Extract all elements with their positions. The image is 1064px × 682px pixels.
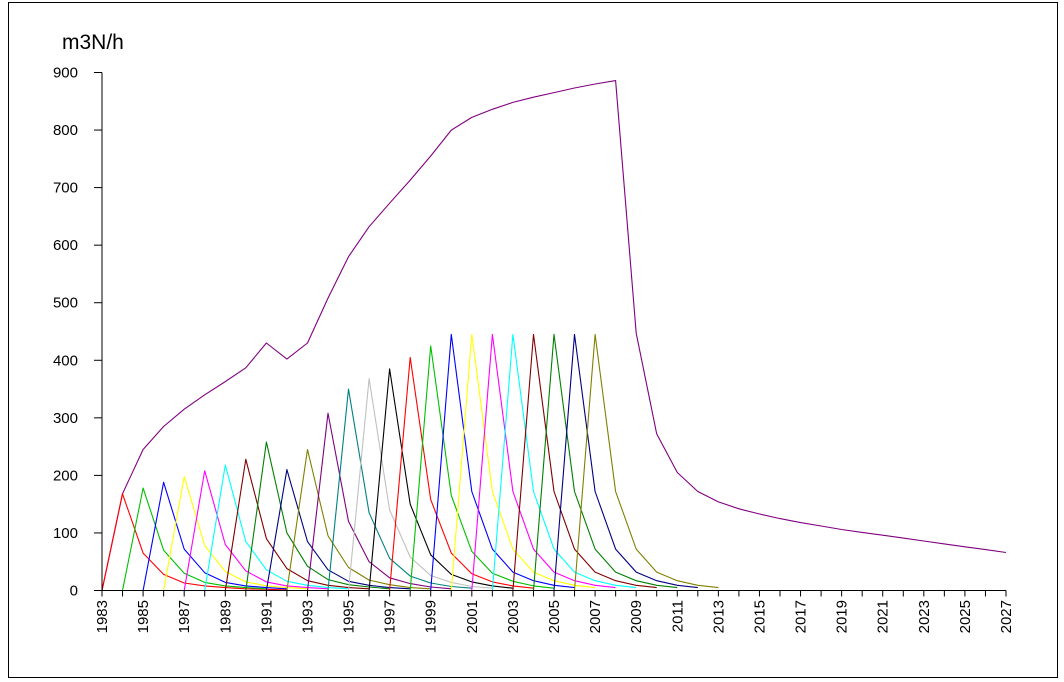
axes-layer: 0 100 200 300 400 500 600 700 800 900 1983 1985 1987… (53, 65, 1015, 634)
series-line-19 (471, 333, 616, 591)
x-tick-label: 2023 (916, 600, 933, 633)
y-tick-label: 600 (53, 237, 78, 254)
series-line-8 (245, 441, 390, 591)
series-line-14 (368, 368, 513, 591)
series-line-22 (532, 333, 678, 591)
x-tick-label: 2013 (710, 600, 727, 633)
x-tick-label: 1987 (176, 600, 193, 633)
series-line-10 (286, 448, 431, 591)
x-tick-label: 1999 (423, 600, 440, 633)
y-tick-label: 900 (53, 65, 78, 82)
x-tick-label: 2005 (546, 600, 563, 633)
x-tick-label: 1991 (258, 600, 275, 633)
series-line-4 (163, 475, 308, 591)
x-tick-label: 2019 (834, 600, 851, 633)
y-axis-unit-label: m3N/h (62, 31, 124, 54)
x-tick-label: 2027 (998, 600, 1015, 633)
series-line-6 (204, 464, 349, 591)
x-tick-label: 1989 (217, 600, 234, 633)
series-layer (101, 80, 1007, 591)
x-tick-label: 1995 (341, 600, 358, 633)
series-line-18 (450, 333, 596, 591)
x-tick-label: 2003 (505, 600, 522, 633)
series-line-1 (101, 493, 287, 591)
series-line-15 (389, 356, 534, 591)
x-tick-label: 1993 (299, 600, 316, 633)
y-tick-label: 500 (53, 295, 78, 312)
series-line-total (101, 80, 1007, 591)
series-line-3 (142, 481, 287, 591)
series-line-17 (430, 333, 575, 591)
label-layer: m3N/h (62, 31, 124, 54)
series-line-21 (512, 333, 657, 591)
series-line-9 (265, 469, 411, 591)
series-line-20 (491, 333, 637, 591)
x-tick-label: 2017 (793, 600, 810, 633)
y-tick-label: 200 (53, 467, 78, 484)
series-line-2 (121, 487, 267, 591)
series-line-5 (183, 470, 329, 591)
series-line-11 (306, 412, 452, 591)
y-tick-label: 800 (53, 122, 78, 139)
y-tick-label: 100 (53, 525, 78, 542)
series-line-12 (327, 388, 472, 591)
x-tick-label: 2007 (587, 600, 604, 633)
series-line-23 (553, 333, 698, 591)
x-tick-label: 2025 (957, 600, 974, 633)
y-tick-label: 300 (53, 410, 78, 427)
x-tick-label: 2015 (751, 600, 768, 633)
series-line-7 (224, 458, 370, 591)
x-tick-label: 1997 (382, 600, 399, 633)
x-tick-label: 2021 (875, 600, 892, 633)
series-line-24 (573, 333, 719, 591)
series-line-16 (409, 345, 555, 591)
x-tick-label: 2009 (628, 600, 645, 633)
x-tick-label: 1983 (94, 600, 111, 633)
y-tick-label: 0 (70, 583, 78, 600)
y-tick-label: 700 (53, 180, 78, 197)
x-tick-label: 2011 (669, 600, 686, 632)
x-tick-label: 2001 (464, 600, 481, 633)
x-tick-label: 1985 (135, 600, 152, 633)
series-line-13 (347, 378, 493, 591)
y-tick-label: 400 (53, 352, 78, 369)
